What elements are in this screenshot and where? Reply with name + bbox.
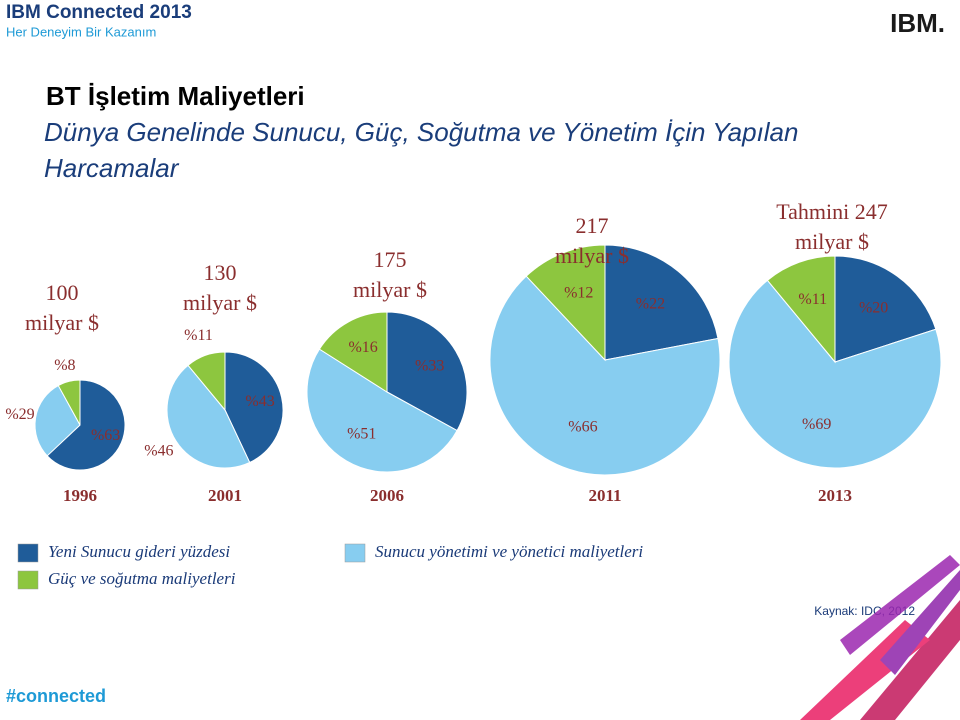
year-label: 1996	[63, 486, 97, 505]
pie-title: 100	[46, 280, 79, 305]
pie-slice	[386, 311, 468, 432]
value-label: %51	[347, 425, 376, 442]
pie-slice	[306, 348, 458, 473]
logo: IBM.	[890, 8, 945, 38]
value-label: %66	[568, 418, 597, 435]
pie-title: milyar $	[555, 243, 629, 268]
pie-title: 130	[204, 260, 237, 285]
pie-slice	[525, 244, 606, 362]
pie-slice	[318, 311, 388, 393]
value-label: %43	[245, 393, 274, 410]
pie-slice	[224, 351, 284, 464]
brand: IBM Connected 2013	[6, 2, 192, 23]
pie-slice	[57, 379, 81, 426]
pie-slice	[34, 384, 81, 457]
legend-label: Yeni Sunucu gideri yüzdesi	[48, 542, 230, 561]
pie-title: milyar $	[353, 277, 427, 302]
pie-title: Tahmini 247	[776, 199, 888, 224]
hashtag: #connected	[6, 686, 106, 706]
value-label: %11	[798, 291, 827, 308]
legend-label: Sunucu yönetimi ve yönetici maliyetleri	[375, 542, 643, 561]
legend-label: Güç ve soğutma maliyetleri	[48, 569, 236, 588]
pie-slice	[728, 279, 942, 469]
value-label: %11	[184, 327, 213, 344]
pie-slice	[489, 275, 721, 476]
year-label: 2001	[208, 486, 242, 505]
subtitle-box: Dünya Genelinde Sunucu, Güç, Soğutma ve …	[44, 117, 799, 183]
slide-title: BT İşletim Maliyetleri	[46, 81, 305, 111]
pie-slice	[834, 255, 937, 363]
pie-slice	[604, 244, 719, 361]
value-label: %12	[564, 284, 593, 301]
year-label: 2006	[370, 486, 404, 505]
value-label: %8	[54, 357, 75, 374]
pie-slice	[187, 351, 226, 412]
legend-swatch	[17, 543, 39, 563]
value-label: %22	[636, 296, 665, 313]
pie-title: 217	[576, 213, 609, 238]
value-label: %16	[348, 339, 377, 356]
year-label: 2011	[588, 486, 621, 505]
value-label: %69	[802, 416, 831, 433]
pie-slice	[766, 255, 836, 364]
pie-title: milyar $	[795, 229, 869, 254]
pie-title: milyar $	[25, 310, 99, 335]
legend-swatch	[344, 543, 366, 563]
pie-title: milyar $	[183, 290, 257, 315]
value-label: %20	[859, 300, 888, 317]
pie-slice	[166, 364, 251, 469]
subtitle: Dünya Genelinde Sunucu, Güç, Soğutma ve …	[44, 117, 799, 183]
value-label: %63	[91, 427, 120, 444]
pie-slice	[46, 379, 126, 471]
value-label: %29	[5, 406, 34, 423]
value-label: %46	[144, 443, 173, 460]
tagline: Her Deneyim Bir Kazanım	[6, 24, 156, 39]
value-label: %33	[415, 357, 444, 374]
pie-title: 175	[374, 247, 407, 272]
legend-swatch	[17, 570, 39, 590]
year-label: 2013	[818, 486, 852, 505]
decoration	[800, 555, 960, 720]
